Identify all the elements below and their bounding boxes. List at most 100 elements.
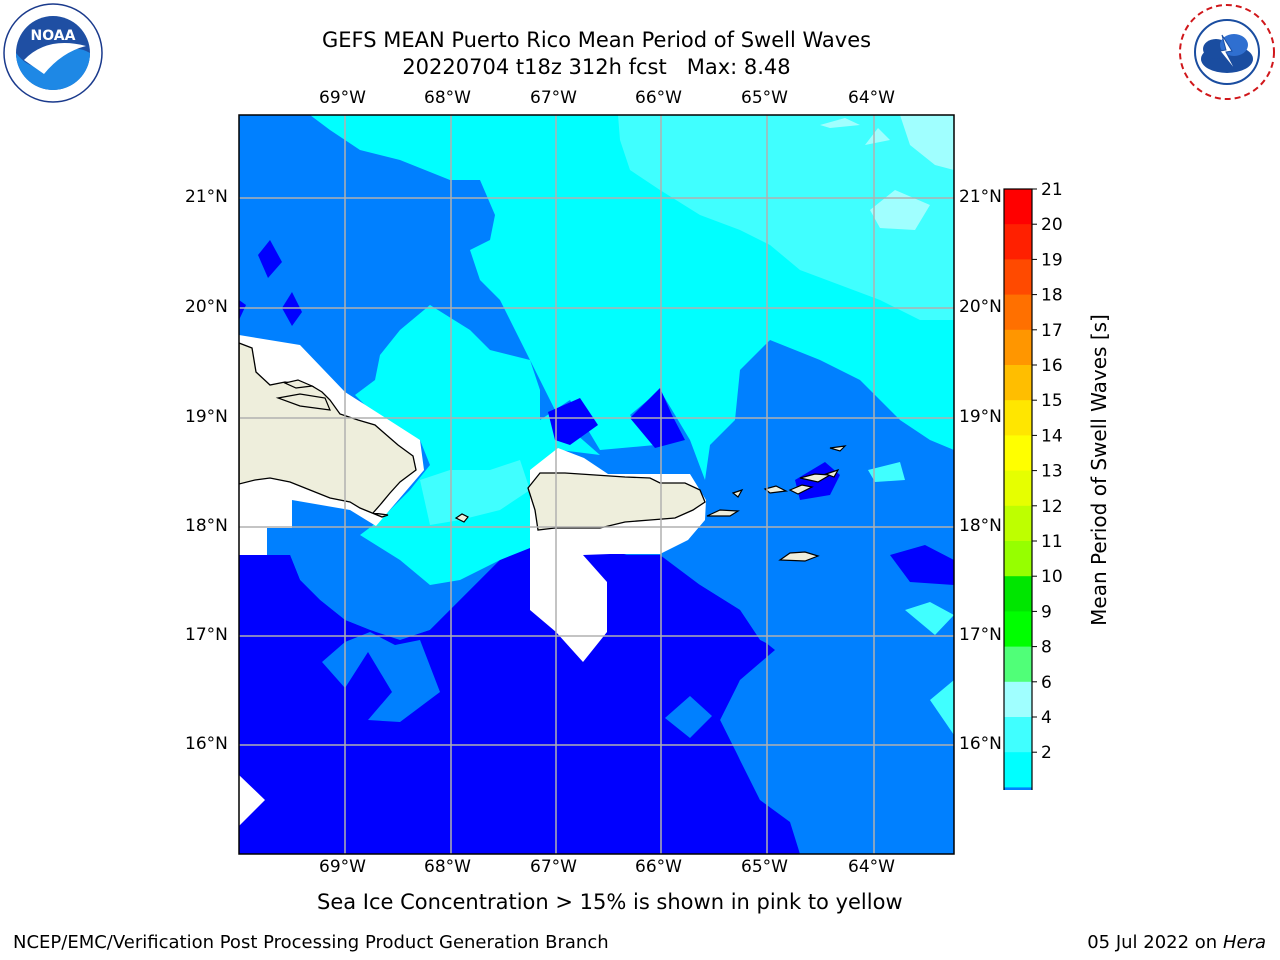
sea-ice-note: Sea Ice Concentration > 15% is shown in … [0,891,1280,913]
colorbar-tick-label: 8 [1041,638,1052,658]
band-4-6-east [722,480,954,854]
sea-ice-note-text: Sea Ice Concentration > 15% is shown in … [317,890,903,914]
lon-label-top: 68°W [424,88,471,108]
colorbar-segment [1004,611,1032,648]
band-2-4-pocket [548,398,598,445]
colorbar-tick-label: 10 [1041,567,1063,587]
land-virgin-gorda [824,468,840,478]
colorbar-segment [1004,787,1032,790]
colorbar-tick-label: 6 [1041,673,1052,693]
band-8-9-southeast [905,602,954,635]
map-frame [238,114,955,855]
lat-label-right: 18°N [959,516,1002,536]
lat-label-left: 20°N [185,297,228,317]
colorbar-tick-label: 14 [1041,426,1063,446]
colorbar-segment [1004,470,1032,507]
chart-title: GEFS MEAN Puerto Rico Mean Period of Swe… [321,28,872,52]
land-culebra [731,488,744,498]
land-st-croix [778,551,820,562]
colorbar-tick-label: 21 [1041,180,1063,200]
lon-label-top: 69°W [319,88,366,108]
band-2-4-pocket [239,300,246,320]
credit-text: NCEP/EMC/Verification Post Processing Pr… [13,932,609,953]
band-2-4-pocket [282,292,302,326]
colorbar-tick-label: 12 [1041,497,1063,517]
colorbar-segment [1004,189,1032,225]
colorbar: 21 20 19 18 17 16 15 14 13 12 11 10 9 8 6 4 2 [1003,180,1063,790]
colorbar-segment [1004,365,1032,401]
colorbar-segment [1004,717,1032,753]
band-8-9-south-east-edge [930,680,954,735]
colorbar-segment [1004,541,1032,577]
land-mona-island [454,513,469,523]
colorbar-tick-label: 4 [1041,708,1052,728]
colorbar-tick-label: 2 [1041,743,1052,763]
chart-subtitle: 20220704 t18z 312h fcst Max: 8.48 [402,55,791,79]
date-text: 05 Jul 2022 on [1087,932,1218,953]
band-2-4-pocket [258,240,282,278]
graticule [239,115,954,854]
band-8-9-east [868,462,905,482]
colorbar-tick-label: 19 [1041,250,1063,270]
nws-logo [1176,1,1278,103]
band-2-4-east-pocket [890,545,954,585]
host-name: Hera [1222,932,1266,953]
lon-label-top: 64°W [848,88,895,108]
lon-label-top: 67°W [530,88,577,108]
colorbar-segment [1004,294,1032,331]
colorbar-segment [1004,646,1032,683]
lon-label-bottom: 64°W [848,857,895,877]
land-saona [275,393,331,411]
band-8-9 [618,115,954,320]
colorbar-segment [1004,576,1032,612]
colorbar-tick-label: 18 [1041,286,1063,306]
colorbar-tick-label: 17 [1041,321,1063,341]
band-4-6-south-pocket [665,696,712,738]
colorbar-segment [1004,224,1032,260]
colorbar-segment [1004,505,1032,542]
land-st-john [788,484,814,495]
noaa-logo-text: NOAA [31,28,76,44]
land-st-thomas [763,485,789,494]
colorbar-segment [1004,329,1032,366]
land-vieques [706,509,740,517]
lon-label-bottom: 69°W [319,857,366,877]
lat-label-left: 18°N [185,516,228,536]
lat-label-left: 19°N [185,407,228,427]
colorbar-label: Mean Period of Swell Waves [s] [1087,314,1111,626]
lon-label-bottom: 66°W [635,857,682,877]
lon-label-top: 66°W [635,88,682,108]
band-8-9-west [420,460,530,525]
noaa-logo: NOAA [2,2,104,104]
colorbar-segment [1004,681,1032,718]
colorbar-tick-label: 15 [1041,391,1063,411]
colorbar-segment [1004,259,1032,296]
land-tortuga [283,379,315,389]
band-9-10-patch [870,190,930,230]
mask-west-edge [239,775,265,826]
band-9-10 [900,115,954,170]
lat-label-left: 21°N [185,187,228,207]
colorbar-segment [1004,752,1032,788]
lat-label-right: 20°N [959,297,1002,317]
colorbar-tick-label: 13 [1041,462,1063,482]
lon-label-bottom: 67°W [530,857,577,877]
date-stamp: 05 Jul 2022 on Hera [1087,932,1266,954]
colorbar-tick-label: 20 [1041,215,1063,235]
colorbar-segment [1004,400,1032,436]
lat-label-right: 21°N [959,187,1002,207]
lat-label-right: 19°N [959,407,1002,427]
colorbar-tick-label: 9 [1041,602,1052,622]
colorbar-tick-label: 16 [1041,356,1063,376]
lat-label-right: 17°N [959,625,1002,645]
band-4-6-southwest [322,632,440,722]
lon-label-top: 65°W [741,88,788,108]
lat-label-left: 17°N [185,625,228,645]
lon-label-bottom: 68°W [424,857,471,877]
lat-label-right: 16°N [959,734,1002,754]
land-anegada [829,445,847,452]
lat-label-left: 16°N [185,734,228,754]
colorbar-segment [1004,435,1032,472]
colorbar-tick-label: 11 [1041,532,1063,552]
